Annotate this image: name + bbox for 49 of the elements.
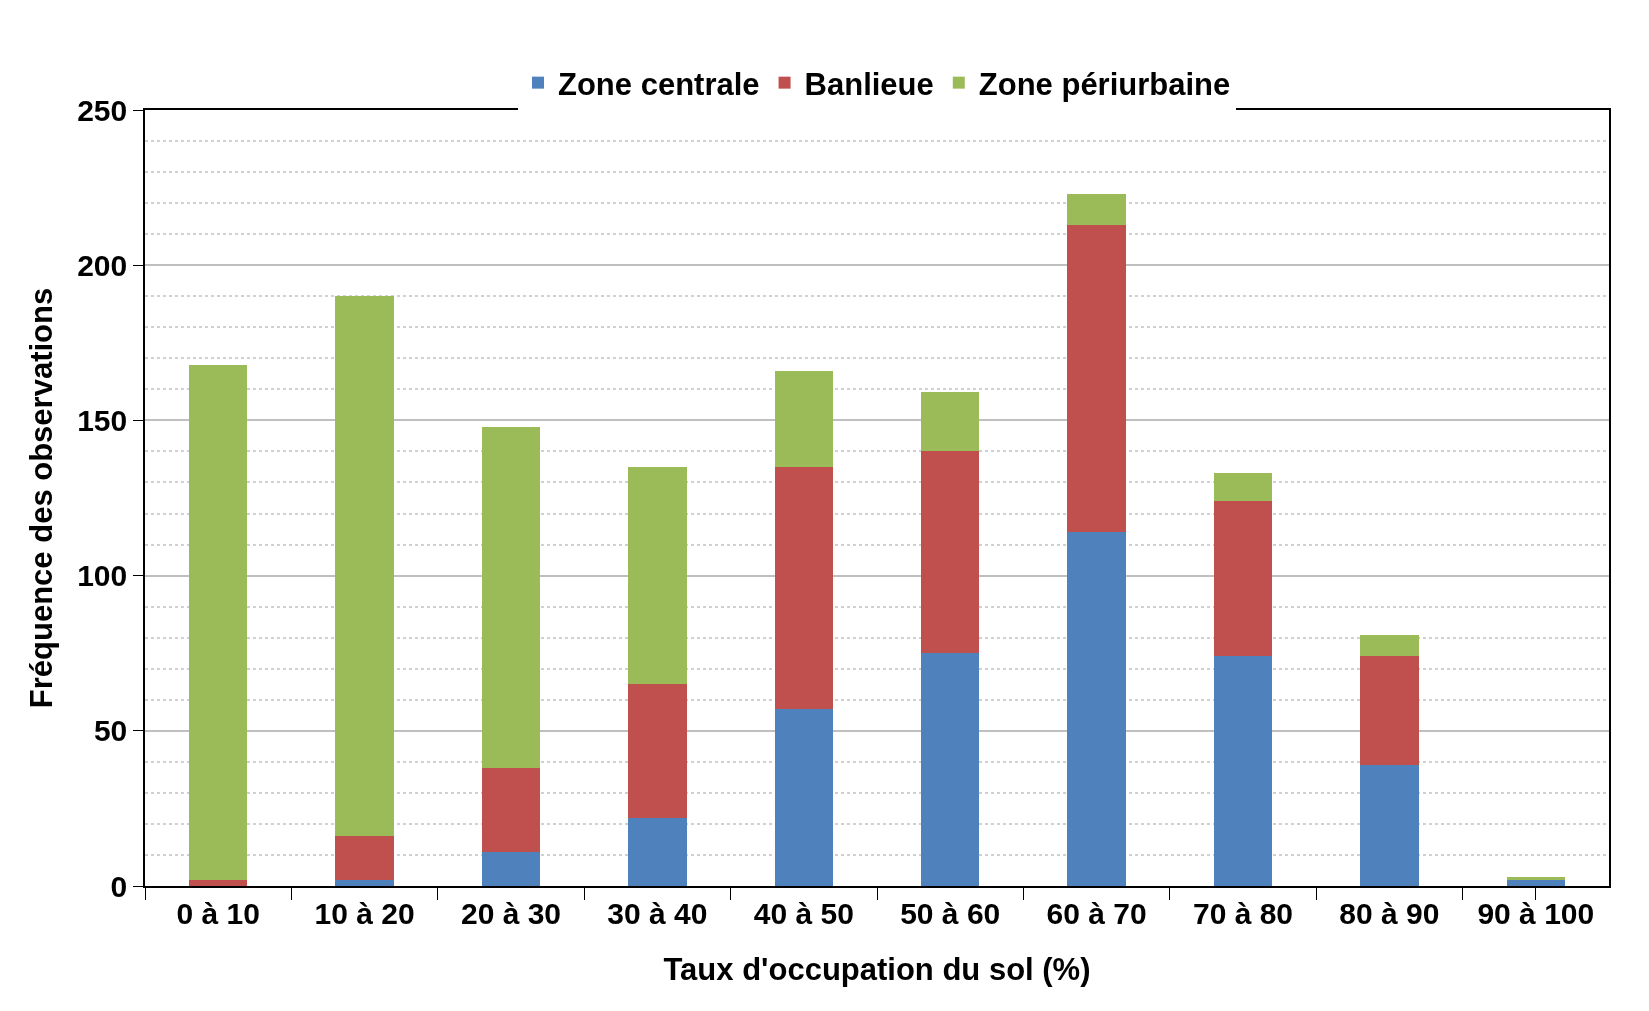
legend-label: Banlieue <box>804 66 934 102</box>
bar <box>1360 656 1419 765</box>
x-tick-label: 40 à 50 <box>753 896 854 930</box>
bar <box>335 836 394 880</box>
bar <box>1067 532 1126 886</box>
y-tick-label: 0 <box>110 869 128 903</box>
bar <box>1067 193 1126 225</box>
bar <box>920 653 980 886</box>
bar <box>1506 876 1566 880</box>
y-tick-label: 50 <box>93 714 128 748</box>
bar <box>188 364 248 880</box>
x-tick-label: 60 à 70 <box>1046 896 1147 930</box>
x-axis-title: Taux d'occupation du sol (%) <box>663 952 1091 988</box>
bar <box>628 684 687 818</box>
bar <box>920 392 980 452</box>
bar <box>628 466 687 685</box>
x-tick-label: 30 à 40 <box>607 896 708 930</box>
bar <box>335 296 394 837</box>
bar <box>1213 473 1273 502</box>
bar <box>188 879 248 886</box>
bar <box>1360 634 1419 657</box>
x-tick-label: 80 à 90 <box>1339 896 1440 930</box>
x-tick-label: 10 à 20 <box>314 896 415 930</box>
x-tick-label: 90 à 100 <box>1477 896 1595 930</box>
bar <box>774 709 834 886</box>
bar <box>774 466 834 710</box>
y-axis-title: Fréquence des observations <box>24 287 60 709</box>
y-tick-label: 250 <box>77 93 128 127</box>
legend-label: Zone périurbaine <box>978 66 1231 102</box>
bar <box>481 768 541 852</box>
y-tick-label: 200 <box>77 248 128 282</box>
x-tick-label: 70 à 80 <box>1192 896 1294 930</box>
x-tick-label: 0 à 10 <box>176 896 260 930</box>
bar <box>1067 224 1126 533</box>
bar <box>628 817 687 886</box>
x-tick-label: 20 à 30 <box>460 896 562 930</box>
bar <box>481 426 541 769</box>
bar <box>1213 656 1273 886</box>
bar <box>1506 879 1566 886</box>
bar <box>1213 501 1273 657</box>
bar <box>1360 764 1419 886</box>
y-tick-label: 150 <box>77 403 128 437</box>
bar <box>335 879 394 886</box>
bar <box>774 370 834 467</box>
x-tick-label: 50 à 60 <box>900 896 1001 930</box>
bar <box>920 451 980 654</box>
bar <box>481 851 541 886</box>
legend-label: Zone centrale <box>558 66 760 102</box>
y-tick-label: 100 <box>77 559 128 593</box>
